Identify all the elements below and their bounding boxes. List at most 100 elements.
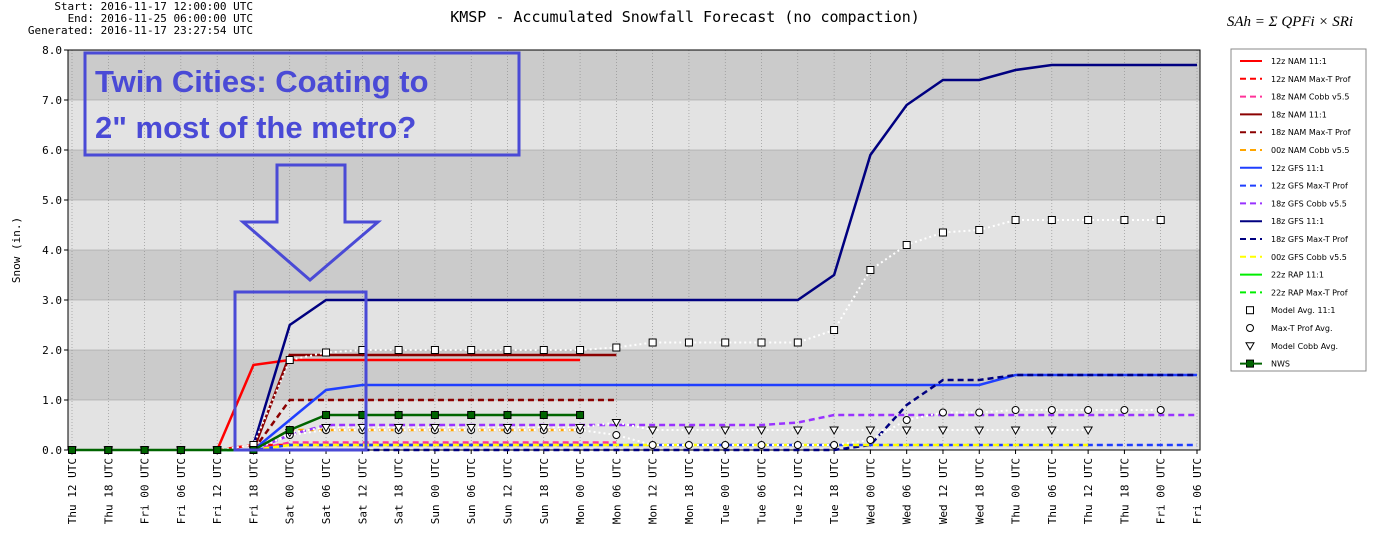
square-marker — [1246, 306, 1254, 315]
square-marker — [612, 343, 621, 352]
annotation-box — [83, 51, 521, 157]
y-tick-label: 1.0 — [42, 394, 62, 407]
x-tick-label: Thu 12 UTC — [1082, 458, 1095, 524]
nws-marker — [503, 411, 512, 419]
square-marker — [576, 346, 585, 354]
x-tick-label: Mon 00 UTC — [574, 458, 587, 524]
triangle-marker — [538, 424, 549, 433]
x-tick-label: Tue 18 UTC — [828, 458, 841, 524]
series-line — [253, 441, 617, 452]
square-marker — [902, 241, 911, 249]
triangle-marker — [466, 424, 477, 433]
square-marker — [539, 346, 548, 354]
legend-label: Model Cobb Avg. — [1271, 342, 1338, 351]
circle-marker — [721, 441, 730, 449]
circle-marker — [975, 408, 984, 417]
grid-band — [68, 50, 1200, 100]
legend-label: 00z GFS Cobb v5.5 — [1271, 253, 1347, 262]
legend: 12z NAM 11:1 12z NAM Max-T Prof 18z NAM Co… — [1230, 48, 1367, 372]
x-tick-label: Wed 12 UTC — [937, 458, 950, 524]
circle-marker — [793, 441, 802, 449]
square-marker — [866, 266, 875, 274]
legend-label: 12z GFS Max-T Prof — [1271, 182, 1348, 191]
legend-label: 12z NAM Max-T Prof — [1271, 75, 1351, 84]
nws-marker — [213, 446, 222, 454]
nws-marker — [539, 411, 548, 419]
triangle-marker — [575, 424, 585, 433]
x-tick-label: Sat 12 UTC — [356, 458, 369, 524]
nws-marker — [394, 411, 403, 419]
y-tick-label: 5.0 — [42, 194, 62, 207]
arrow — [238, 163, 383, 282]
grid-band — [68, 200, 1200, 250]
square-marker — [793, 338, 802, 347]
nws-marker — [285, 426, 294, 434]
annotation-line: 2" most of the metro? — [95, 110, 416, 145]
legend-label: NWS — [1271, 360, 1290, 369]
square-marker — [503, 346, 512, 354]
x-tick-label: Thu 06 UTC — [1046, 458, 1059, 524]
x-tick-label: Fri 12 UTC — [211, 458, 224, 524]
square-marker — [757, 338, 766, 347]
triangle-marker — [393, 424, 404, 433]
square-marker — [1047, 216, 1056, 224]
square-marker — [684, 338, 693, 347]
y-axis-label: Snow (in.) — [10, 217, 23, 283]
x-tick-label: Sat 18 UTC — [393, 458, 406, 524]
circle-marker — [1120, 406, 1129, 414]
circle-marker — [757, 441, 766, 449]
series-line — [217, 373, 1197, 452]
legend-label: 12z GFS 11:1 — [1271, 164, 1324, 173]
x-tick-label: Sun 18 UTC — [538, 458, 551, 524]
triangle-marker — [502, 424, 513, 433]
square-marker — [394, 346, 403, 354]
series-line — [252, 413, 1197, 452]
legend-box — [1230, 48, 1367, 372]
nws-marker — [140, 446, 149, 454]
x-tick-label: Thu 18 UTC — [1118, 458, 1131, 524]
nws-marker — [176, 446, 185, 454]
legend-label: 18z NAM Max-T Prof — [1271, 128, 1351, 137]
triangle-marker — [647, 426, 658, 436]
x-tick-label: Sun 12 UTC — [501, 458, 514, 524]
series-line — [253, 443, 1089, 452]
x-tick-label: Wed 06 UTC — [901, 458, 914, 524]
triangle-marker — [756, 426, 767, 436]
x-tick-label: Thu 18 UTC — [102, 458, 115, 524]
start-time: Start: 2016-11-17 12:00:00 UTC — [54, 0, 253, 13]
square-marker — [648, 338, 657, 347]
square-marker — [1156, 216, 1165, 224]
x-tick-label: Mon 06 UTC — [610, 458, 623, 524]
x-tick-label: Fri 18 UTC — [247, 458, 260, 524]
triangle-marker — [611, 419, 622, 428]
legend-label: 18z GFS Max-T Prof — [1271, 235, 1348, 244]
circle-marker — [684, 441, 693, 449]
triangle-marker — [321, 424, 331, 433]
grid-band — [68, 150, 1200, 200]
legend-label: 18z NAM Cobb v5.5 — [1271, 93, 1349, 102]
grid-band — [68, 100, 1200, 150]
grid-band — [68, 300, 1200, 350]
circle-marker — [648, 441, 657, 449]
legend-label: 18z NAM 11:1 — [1271, 110, 1327, 119]
legend-label: 12z NAM 11:1 — [1271, 57, 1327, 66]
x-tick-label: Sun 00 UTC — [429, 458, 442, 524]
y-tick-label: 6.0 — [42, 144, 62, 157]
generated-time: Generated: 2016-11-17 23:27:54 UTC — [28, 24, 253, 37]
nws-marker — [576, 411, 585, 419]
circle-marker — [1084, 406, 1093, 414]
nws-marker — [322, 411, 331, 419]
x-tick-label: Fri 00 UTC — [1155, 458, 1168, 524]
x-tick-label: Wed 00 UTC — [864, 458, 877, 524]
nws-marker — [467, 411, 476, 419]
square-marker — [430, 346, 439, 354]
square-marker — [285, 356, 294, 364]
circle-marker — [1011, 406, 1020, 414]
y-tick-label: 8.0 — [42, 44, 62, 57]
legend-label: 18z GFS Cobb v5.5 — [1271, 199, 1347, 208]
triangle-marker — [1245, 342, 1255, 351]
series-line — [253, 373, 1197, 452]
highlight-box — [233, 290, 368, 452]
legend-label: 18z GFS 11:1 — [1271, 217, 1324, 226]
plot-area: 0.0 1.0 2.0 3.0 4.0 5.0 6.0 7.0 8.0 Thu 12 UTC Thu… — [42, 44, 1367, 524]
